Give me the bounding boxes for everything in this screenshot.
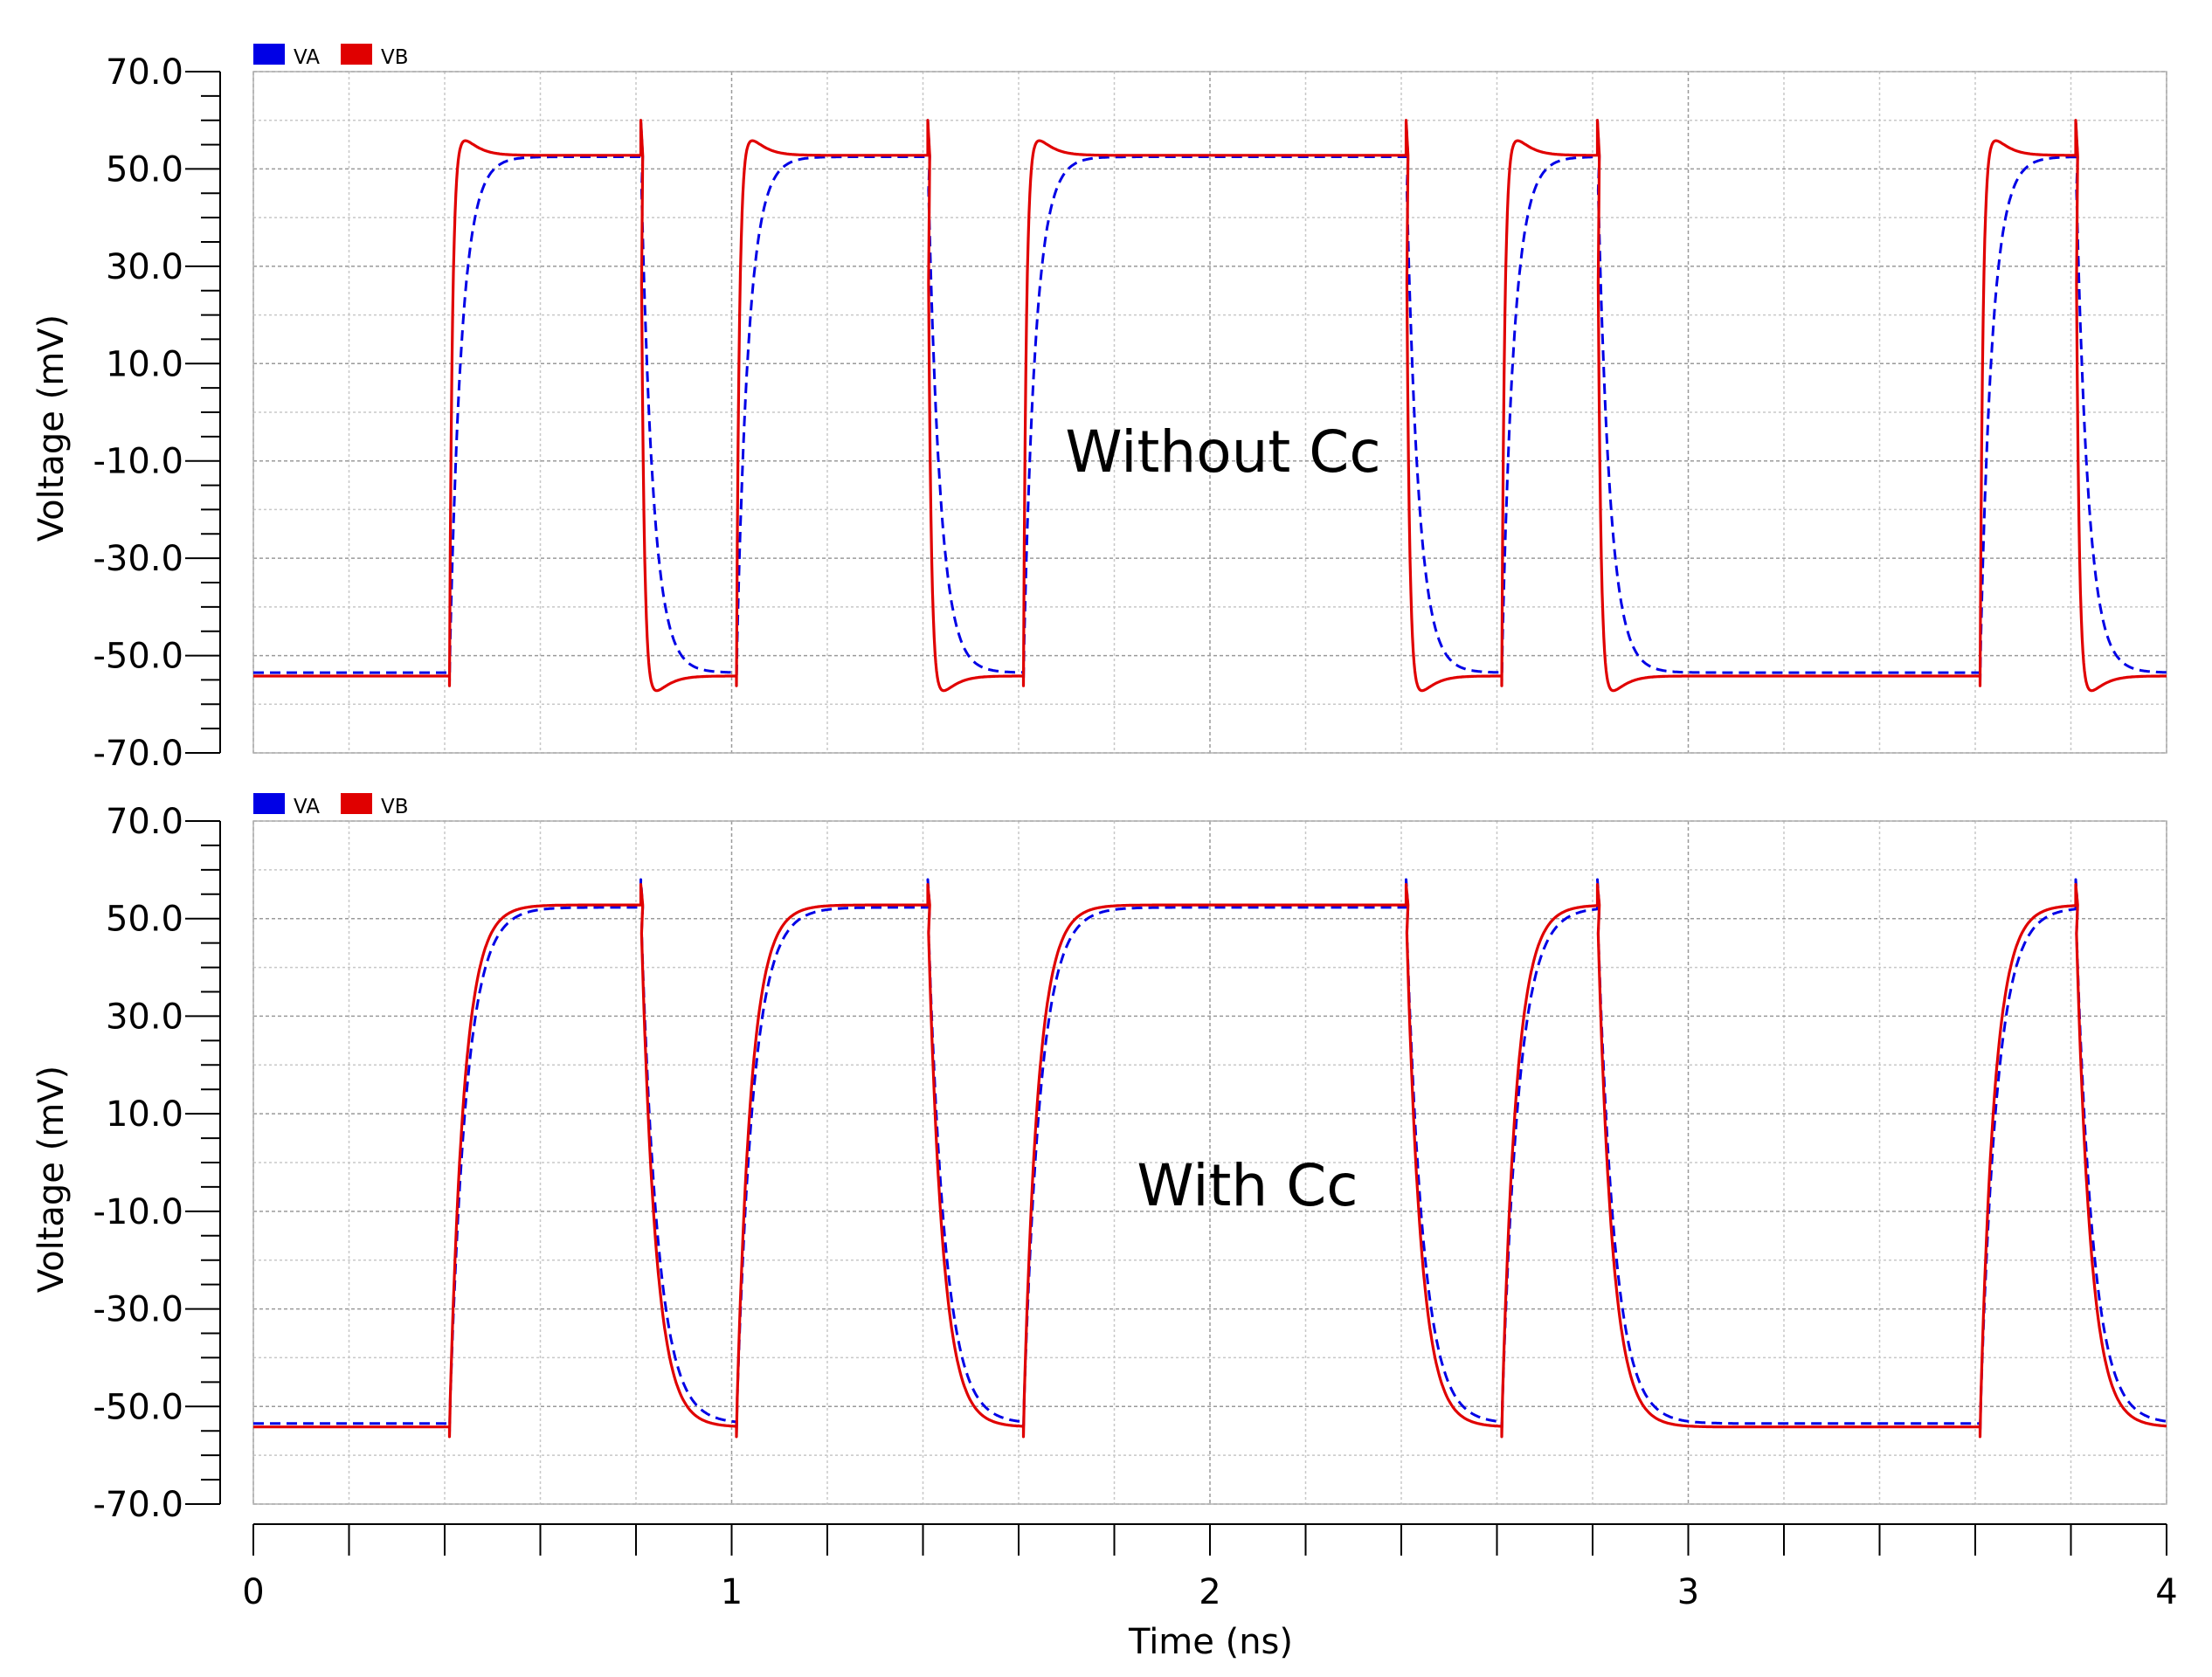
plot-frame (252, 71, 2167, 754)
y-tick-label: 50.0 (106, 900, 183, 940)
annotation-with-cc: With Cc (1137, 1152, 1358, 1219)
traces (252, 878, 2167, 1439)
plot-frame (252, 820, 2167, 1505)
legend-label-vb: VB (381, 796, 409, 818)
y-tick-label: -30.0 (93, 539, 184, 579)
y-tick-label: -30.0 (93, 1290, 184, 1330)
x-tick-label: 3 (1677, 1572, 1699, 1612)
grid (252, 820, 2167, 1505)
series-line-vb (252, 119, 2167, 693)
y-tick-label: -50.0 (93, 1387, 184, 1427)
legend-top: VA VB (253, 44, 409, 69)
legend-label-va: VA (294, 796, 320, 818)
series-line-va (252, 119, 2167, 684)
annotation-without-cc: Without Cc (1065, 418, 1380, 486)
y-tick-label: 70.0 (106, 52, 183, 93)
y-tick-label: 30.0 (106, 247, 183, 287)
x-tick-label: 1 (721, 1572, 743, 1612)
y-axis: 70.0 50.0 30.0 10.0 -10.0 -30.0 -50.0 -70.0 (93, 52, 221, 774)
legend-bottom: VA VB (253, 793, 409, 818)
y-axis: 70.0 50.0 30.0 10.0 -10.0 -30.0 -50.0 -70.0 (93, 802, 221, 1525)
x-tick-label: 2 (1199, 1572, 1220, 1612)
y-tick-label: 10.0 (106, 344, 183, 384)
y-tick-label: -10.0 (93, 442, 184, 482)
y-tick-label: 10.0 (106, 1094, 183, 1135)
traces (252, 119, 2167, 693)
y-tick-label: -70.0 (93, 1485, 184, 1525)
y-tick-label: 50.0 (106, 149, 183, 190)
y-tick-label: 70.0 (106, 802, 183, 842)
panel-without-cc: Voltage (mV) 70.0 50.0 30.0 10.0 -10.0 -30.0 -… (31, 44, 2167, 774)
y-axis-title-bottom: Voltage (mV) (31, 1066, 72, 1293)
legend-swatch-vb (341, 793, 372, 814)
panel-with-cc: Voltage (mV) Time (ns) 70.0 50.0 30.0 10.0 -… (31, 793, 2178, 1662)
grid (252, 71, 2167, 754)
legend-label-vb: VB (381, 46, 409, 69)
legend-swatch-va (253, 793, 285, 814)
legend-swatch-vb (341, 44, 372, 65)
y-tick-label: 30.0 (106, 997, 183, 1037)
x-tick-label: 0 (242, 1572, 264, 1612)
y-tick-label: -70.0 (93, 734, 184, 774)
series-line-va (252, 878, 2167, 1435)
x-axis: 0 1 2 3 4 (242, 1523, 2178, 1612)
legend-label-va: VA (294, 46, 320, 69)
y-tick-label: -10.0 (93, 1192, 184, 1232)
y-tick-label: -50.0 (93, 637, 184, 677)
series-line-vb (252, 883, 2167, 1439)
x-axis-title: Time (ns) (1128, 1622, 1293, 1662)
y-axis-title-top: Voltage (mV) (31, 314, 72, 542)
x-tick-label: 4 (2155, 1572, 2177, 1612)
legend-swatch-va (253, 44, 285, 65)
